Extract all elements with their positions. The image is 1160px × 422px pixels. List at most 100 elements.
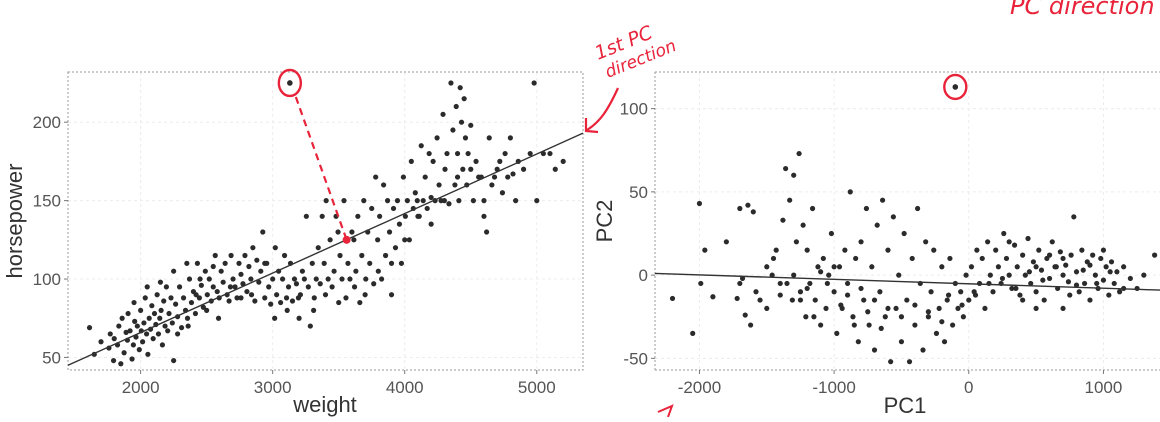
data-point <box>945 292 952 298</box>
data-point <box>367 260 373 266</box>
data-point <box>461 96 467 102</box>
data-point <box>925 314 931 320</box>
left-plot-frame <box>67 71 584 371</box>
data-point <box>874 222 880 228</box>
data-point <box>923 239 929 245</box>
data-point <box>176 284 183 290</box>
data-point <box>858 239 864 245</box>
data-point <box>1006 239 1012 245</box>
data-point <box>329 284 335 290</box>
data-point <box>999 275 1006 282</box>
data-point <box>757 297 763 303</box>
data-point <box>1033 289 1039 295</box>
data-point <box>507 135 513 141</box>
data-point <box>406 237 412 243</box>
pc1-pc2-panel: -2000 -1000 0 1000 -50 0 50 100 PC1 PC2 <box>592 71 1160 418</box>
data-point <box>260 229 266 235</box>
data-point <box>1046 275 1053 282</box>
data-point <box>520 166 527 172</box>
data-point <box>311 295 317 301</box>
data-point <box>430 158 436 164</box>
data-point <box>502 150 508 157</box>
data-point <box>844 292 851 298</box>
left-grid <box>68 72 583 370</box>
data-point <box>1107 269 1113 275</box>
data-point <box>748 322 754 328</box>
data-point <box>258 268 264 274</box>
data-point <box>877 289 883 295</box>
data-point <box>460 166 466 172</box>
data-point <box>441 198 447 204</box>
data-point <box>116 323 122 329</box>
data-point <box>1063 262 1069 268</box>
data-point <box>818 322 824 328</box>
data-point <box>987 272 993 278</box>
data-point <box>415 213 421 219</box>
data-point <box>446 201 452 207</box>
data-point <box>812 297 818 303</box>
data-point <box>1049 239 1055 245</box>
data-point <box>198 282 204 288</box>
data-point <box>1127 275 1133 282</box>
data-point <box>315 245 321 251</box>
data-point <box>491 174 498 180</box>
data-point <box>262 260 268 266</box>
data-point <box>791 272 797 278</box>
data-point <box>853 255 859 262</box>
data-point <box>552 166 558 172</box>
data-point <box>151 310 158 317</box>
data-point <box>470 198 476 204</box>
data-point <box>960 314 966 320</box>
data-point <box>210 284 216 290</box>
data-point <box>1060 272 1066 278</box>
data-point <box>497 158 503 164</box>
data-point <box>1068 252 1074 258</box>
data-point <box>289 298 296 304</box>
data-point <box>402 237 408 243</box>
data-point <box>362 292 368 298</box>
data-point <box>898 339 905 345</box>
data-point <box>428 194 434 201</box>
y-tick-label: 50 <box>629 183 648 202</box>
data-point <box>319 213 325 219</box>
data-point <box>1046 252 1053 258</box>
data-point <box>968 264 975 270</box>
data-point <box>414 198 420 204</box>
data-point <box>777 280 783 287</box>
data-point <box>950 322 956 328</box>
data-point <box>753 289 759 295</box>
data-point <box>384 198 391 204</box>
data-point <box>185 323 191 329</box>
data-point <box>1076 289 1082 295</box>
data-point <box>481 213 487 219</box>
data-point <box>723 239 729 245</box>
data-point <box>222 260 228 266</box>
data-point <box>238 295 244 301</box>
data-point <box>214 288 220 295</box>
y-tick-label: 50 <box>42 348 61 367</box>
data-point <box>375 268 381 274</box>
data-point <box>838 302 844 308</box>
data-point <box>811 314 817 320</box>
data-point <box>974 247 980 253</box>
data-point <box>1057 249 1063 255</box>
data-point <box>797 297 804 303</box>
data-point <box>828 230 835 237</box>
data-point <box>787 197 793 203</box>
data-point <box>1073 269 1080 275</box>
left-x-axis-label: weight <box>292 392 357 417</box>
data-point <box>132 318 138 324</box>
data-point <box>331 268 337 274</box>
data-point <box>851 322 857 328</box>
data-point <box>345 260 351 266</box>
data-point <box>871 297 878 303</box>
data-point <box>353 268 359 274</box>
data-point <box>820 255 826 262</box>
data-point <box>1014 264 1020 270</box>
data-point <box>826 272 832 278</box>
data-point <box>337 252 343 259</box>
data-point <box>284 307 290 313</box>
data-point <box>1001 230 1007 237</box>
data-point <box>936 305 942 312</box>
